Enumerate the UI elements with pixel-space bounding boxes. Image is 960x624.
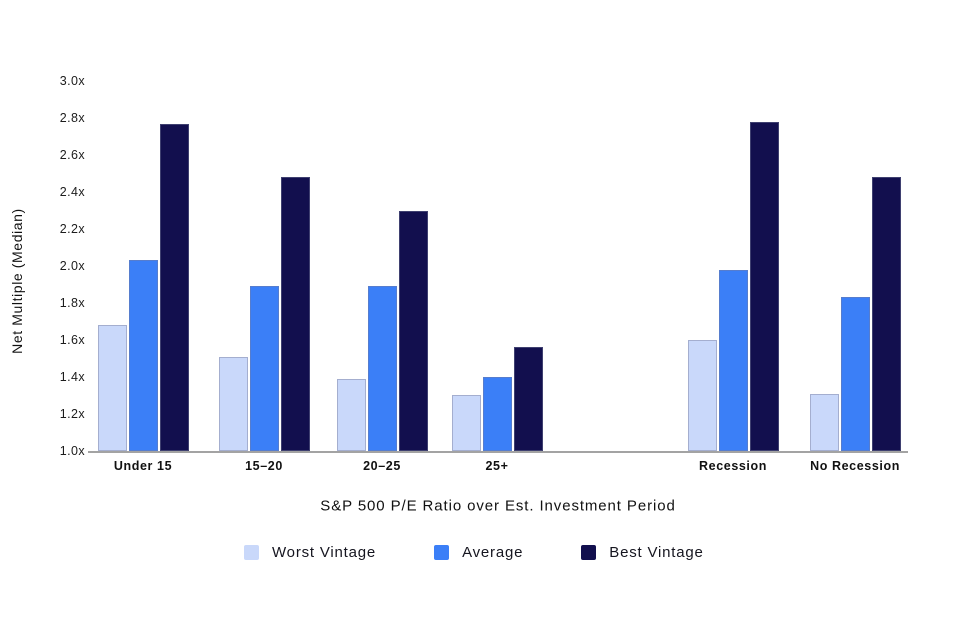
legend-label: Average — [462, 544, 524, 561]
bar-worst-vintage-2 — [219, 357, 248, 451]
x-axis-title: S&P 500 P/E Ratio over Est. Investment P… — [320, 497, 676, 515]
legend-swatch-icon — [244, 545, 259, 560]
legend-label: Worst Vintage — [272, 544, 377, 561]
bar-worst-vintage-6 — [810, 394, 839, 451]
bar-worst-vintage-5 — [688, 340, 717, 451]
legend-item-best-vintage: Best Vintage — [581, 544, 703, 561]
x-axis-line — [88, 451, 908, 453]
category-label: 20–25 — [363, 459, 401, 473]
y-tick-label: 2.8x — [59, 111, 85, 125]
y-axis-title: Net Multiple (Median) — [9, 208, 25, 354]
bar-best-vintage-1 — [160, 124, 189, 451]
bar-average-3 — [368, 286, 397, 451]
bar-average-2 — [250, 286, 279, 451]
legend-item-average: Average — [434, 544, 523, 561]
category-label: 15–20 — [245, 459, 283, 473]
y-tick-label: 2.2x — [59, 222, 85, 236]
bar-average-6 — [841, 297, 870, 451]
bar-best-vintage-4 — [514, 347, 543, 451]
legend: Worst Vintage Average Best Vintage — [244, 544, 704, 561]
bar-worst-vintage-3 — [337, 379, 366, 451]
bar-worst-vintage-1 — [98, 325, 127, 451]
legend-swatch-icon — [434, 545, 450, 560]
legend-item-worst-vintage: Worst Vintage — [244, 544, 376, 561]
category-label: 25+ — [485, 459, 509, 473]
bar-average-5 — [719, 270, 748, 451]
y-tick-label: 1.8x — [59, 296, 85, 310]
y-tick-label: 2.0x — [59, 259, 85, 273]
y-tick-label: 1.4x — [59, 370, 85, 384]
bar-worst-vintage-4 — [452, 395, 481, 451]
bar-best-vintage-5 — [750, 122, 779, 451]
legend-swatch-icon — [581, 545, 597, 560]
bar-best-vintage-6 — [872, 177, 901, 451]
category-label: No Recession — [810, 459, 900, 473]
bar-average-4 — [483, 377, 512, 451]
bar-best-vintage-3 — [399, 211, 428, 451]
y-tick-label: 2.6x — [59, 148, 85, 162]
y-tick-label: 1.0x — [59, 444, 85, 458]
y-tick-label: 2.4x — [59, 185, 85, 199]
y-tick-label: 1.6x — [59, 333, 85, 347]
legend-label: Best Vintage — [609, 544, 704, 561]
bar-average-1 — [129, 260, 158, 451]
y-tick-label: 3.0x — [59, 74, 85, 88]
y-tick-label: 1.2x — [59, 407, 85, 421]
bar-best-vintage-2 — [281, 177, 310, 451]
category-label: Recession — [699, 459, 767, 473]
category-label: Under 15 — [113, 459, 173, 473]
